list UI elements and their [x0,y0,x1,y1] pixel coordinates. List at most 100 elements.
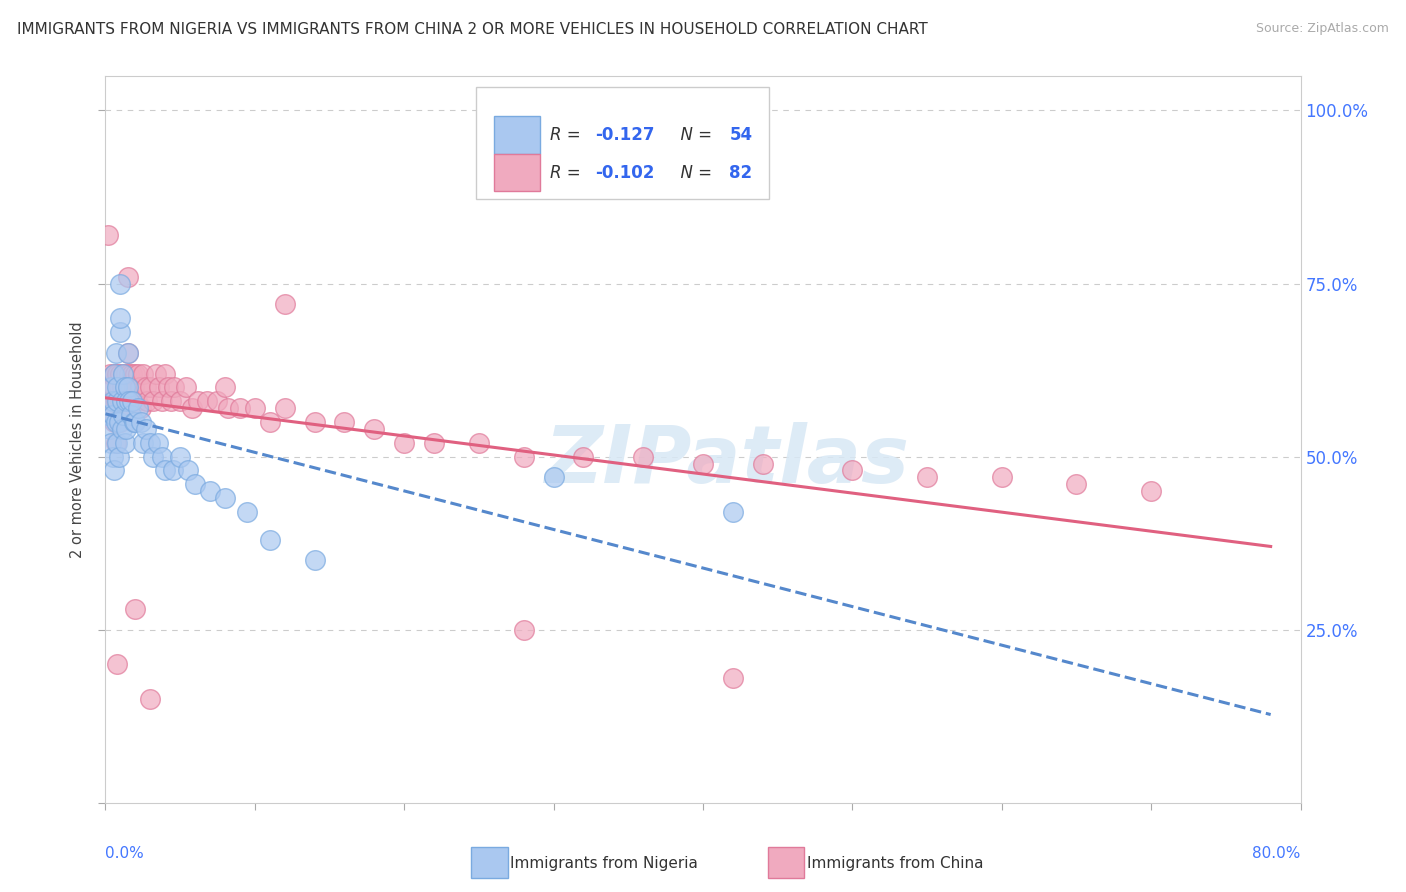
Text: 80.0%: 80.0% [1253,847,1301,862]
Point [169,394,191,409]
Point [115,422,138,436]
Point [110,325,132,339]
Point [150,394,173,409]
Point [169,450,191,464]
Point [117,345,139,359]
Point [100,435,122,450]
Point [259,533,281,547]
Point [139,380,162,394]
Point [229,401,252,416]
Point [121,394,143,409]
Point [124,602,146,616]
Point [110,367,132,381]
Point [243,401,266,416]
Point [107,367,129,381]
Point [148,380,170,394]
Point [97,228,120,243]
Point [115,394,138,409]
Point [135,422,157,436]
Point [101,408,124,422]
Point [101,450,124,464]
Text: ZIPatlas: ZIPatlas [544,422,910,500]
Point [103,367,125,381]
Point [114,380,136,394]
Point [146,435,169,450]
Point [751,457,773,471]
Point [160,394,183,409]
Point [304,415,326,429]
Point [117,345,139,359]
Point [543,470,565,484]
Point [333,415,356,429]
Point [132,435,155,450]
Point [129,401,153,416]
Point [273,401,295,416]
Point [124,367,146,381]
Point [163,380,186,394]
Point [142,450,165,464]
Point [103,463,125,477]
Point [195,394,218,409]
Point [214,380,236,394]
Point [112,367,135,381]
Point [114,401,136,416]
Point [101,394,124,409]
FancyBboxPatch shape [475,87,769,200]
Text: 0.0%: 0.0% [105,847,145,862]
Point [107,380,129,394]
Point [1066,477,1088,491]
Point [120,394,142,409]
FancyBboxPatch shape [494,153,540,192]
Point [841,463,863,477]
Point [145,367,167,381]
Point [363,422,385,436]
Point [468,435,491,450]
Point [125,394,148,409]
Point [121,367,143,381]
Point [132,367,155,381]
Point [111,422,134,436]
Point [142,394,165,409]
Point [114,380,136,394]
Point [1140,484,1163,499]
Point [198,484,221,499]
Text: 82: 82 [730,163,752,182]
Point [112,408,135,422]
Point [217,401,239,416]
Point [176,463,198,477]
Text: Immigrants from Nigeria: Immigrants from Nigeria [510,856,699,871]
Point [214,491,236,505]
Point [98,367,121,381]
Text: Immigrants from China: Immigrants from China [807,856,984,871]
Text: IMMIGRANTS FROM NIGERIA VS IMMIGRANTS FROM CHINA 2 OR MORE VEHICLES IN HOUSEHOLD: IMMIGRANTS FROM NIGERIA VS IMMIGRANTS FR… [17,22,928,37]
Point [184,477,207,491]
Point [423,435,446,450]
Point [273,297,295,311]
Point [103,415,125,429]
Point [115,367,138,381]
Text: R =: R = [550,126,586,144]
Point [108,415,131,429]
Point [117,269,139,284]
Point [114,435,136,450]
Text: Source: ZipAtlas.com: Source: ZipAtlas.com [1256,22,1389,36]
Point [107,394,129,409]
Point [721,671,744,685]
Point [513,450,536,464]
Point [111,408,134,422]
Point [107,435,129,450]
Point [692,457,714,471]
Point [101,380,124,394]
Text: N =: N = [669,163,717,182]
Point [108,450,131,464]
Point [104,394,127,409]
Point [115,394,138,409]
Point [104,435,127,450]
Point [104,345,127,359]
Text: R =: R = [550,163,586,182]
Point [108,415,131,429]
Point [120,408,142,422]
Point [236,505,259,519]
Text: 54: 54 [730,126,752,144]
Text: N =: N = [669,126,717,144]
